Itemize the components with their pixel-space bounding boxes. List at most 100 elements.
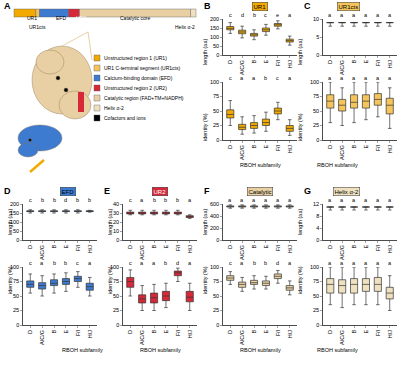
svg-text:a: a xyxy=(288,197,292,203)
svg-text:E: E xyxy=(163,245,169,249)
svg-text:a: a xyxy=(228,197,232,203)
svg-text:d: d xyxy=(276,260,279,266)
svg-text:a: a xyxy=(388,12,392,18)
svg-text:A/C/G: A/C/G xyxy=(39,245,45,260)
svg-text:a: a xyxy=(240,197,244,203)
svg-text:400: 400 xyxy=(210,213,219,219)
svg-text:F/I: F/I xyxy=(375,329,381,336)
svg-text:H/J: H/J xyxy=(387,330,393,339)
svg-text:F/I: F/I xyxy=(275,59,281,66)
svg-text:a: a xyxy=(376,12,380,18)
svg-text:A/C/G: A/C/G xyxy=(239,245,245,260)
svg-text:A/C/G: A/C/G xyxy=(239,145,245,160)
svg-text:D: D xyxy=(327,245,333,249)
svg-text:a: a xyxy=(140,197,144,203)
svg-text:a: a xyxy=(240,260,244,266)
svg-text:100: 100 xyxy=(210,79,219,85)
svg-text:D: D xyxy=(327,60,333,64)
svg-text:H/J: H/J xyxy=(287,330,293,339)
svg-text:c: c xyxy=(229,75,232,81)
svg-text:B: B xyxy=(251,145,257,149)
svg-text:E: E xyxy=(263,330,269,334)
svg-text:D: D xyxy=(227,245,233,249)
svg-text:b: b xyxy=(164,197,167,203)
svg-text:RBOH subfamily: RBOH subfamily xyxy=(140,347,181,353)
svg-text:D: D xyxy=(27,245,33,249)
svg-text:Helix α-2: Helix α-2 xyxy=(335,189,359,195)
svg-text:E: E xyxy=(63,330,69,334)
svg-text:b: b xyxy=(53,260,56,266)
svg-text:75: 75 xyxy=(213,93,219,99)
svg-text:D: D xyxy=(4,186,11,196)
svg-text:c: c xyxy=(229,260,232,266)
svg-text:75: 75 xyxy=(113,278,119,284)
svg-text:75: 75 xyxy=(13,278,19,284)
svg-text:b: b xyxy=(64,260,67,266)
svg-text:d: d xyxy=(241,12,244,18)
svg-text:F/I: F/I xyxy=(75,329,81,336)
svg-text:a: a xyxy=(252,75,256,81)
svg-text:A/C/G: A/C/G xyxy=(339,60,345,75)
svg-text:length (aa): length (aa) xyxy=(297,39,303,65)
svg-text:a: a xyxy=(328,75,332,81)
svg-text:F/I: F/I xyxy=(275,144,281,151)
svg-text:A: A xyxy=(4,1,11,11)
svg-text:B: B xyxy=(151,330,157,334)
svg-text:A/C/G: A/C/G xyxy=(339,330,345,345)
svg-text:length (aa): length (aa) xyxy=(7,209,13,235)
svg-text:50: 50 xyxy=(213,43,219,49)
svg-text:Catalytic region (FAD+TM+NADPH: Catalytic region (FAD+TM+NADPH) xyxy=(104,95,184,101)
svg-text:75: 75 xyxy=(313,93,319,99)
svg-text:E: E xyxy=(363,60,369,64)
svg-text:Unstructured region 1 (UR1): Unstructured region 1 (UR1) xyxy=(104,55,167,61)
svg-text:0: 0 xyxy=(216,237,219,243)
svg-text:50: 50 xyxy=(13,228,19,234)
svg-text:d: d xyxy=(64,197,67,203)
svg-text:0: 0 xyxy=(216,137,219,143)
svg-text:E: E xyxy=(104,186,110,196)
svg-text:UR1cts: UR1cts xyxy=(339,4,359,10)
svg-text:E: E xyxy=(63,245,69,249)
svg-text:b: b xyxy=(176,197,179,203)
svg-text:B: B xyxy=(251,60,257,64)
svg-text:D: D xyxy=(127,245,133,249)
svg-text:a: a xyxy=(388,197,392,203)
svg-text:identity (%): identity (%) xyxy=(107,266,113,294)
svg-text:30: 30 xyxy=(113,210,119,216)
svg-text:b: b xyxy=(253,12,256,18)
svg-text:length (aa): length (aa) xyxy=(202,39,208,65)
svg-text:B: B xyxy=(204,1,211,11)
svg-text:50: 50 xyxy=(113,293,119,299)
svg-text:F/I: F/I xyxy=(75,244,81,251)
svg-text:25: 25 xyxy=(213,122,219,128)
svg-text:A/C/G: A/C/G xyxy=(239,60,245,75)
svg-text:D: D xyxy=(27,330,33,334)
svg-text:100: 100 xyxy=(10,219,19,225)
svg-text:40: 40 xyxy=(113,201,119,207)
svg-text:8: 8 xyxy=(316,213,319,219)
svg-text:E: E xyxy=(263,145,269,149)
svg-text:a: a xyxy=(40,260,44,266)
svg-text:Catalytic core: Catalytic core xyxy=(120,15,151,21)
svg-text:UR2: UR2 xyxy=(76,15,86,21)
svg-text:D: D xyxy=(227,60,233,64)
svg-text:a: a xyxy=(240,75,244,81)
svg-text:b: b xyxy=(164,260,167,266)
svg-text:0: 0 xyxy=(216,52,219,58)
svg-text:a: a xyxy=(88,260,92,266)
svg-text:25: 25 xyxy=(313,307,319,313)
svg-text:a: a xyxy=(364,12,368,18)
svg-text:a: a xyxy=(352,12,356,18)
svg-text:F/I: F/I xyxy=(175,329,181,336)
svg-text:identity (%): identity (%) xyxy=(297,113,303,141)
svg-text:5: 5 xyxy=(316,34,319,40)
svg-text:20: 20 xyxy=(113,219,119,225)
svg-text:a: a xyxy=(364,75,368,81)
svg-text:H/J: H/J xyxy=(387,145,393,154)
svg-text:600: 600 xyxy=(210,201,219,207)
svg-text:200: 200 xyxy=(210,16,219,22)
svg-text:a: a xyxy=(388,75,392,81)
svg-text:a: a xyxy=(352,197,356,203)
svg-text:Calcium-binding domain (EFD): Calcium-binding domain (EFD) xyxy=(104,75,173,81)
svg-text:F/I: F/I xyxy=(175,244,181,251)
